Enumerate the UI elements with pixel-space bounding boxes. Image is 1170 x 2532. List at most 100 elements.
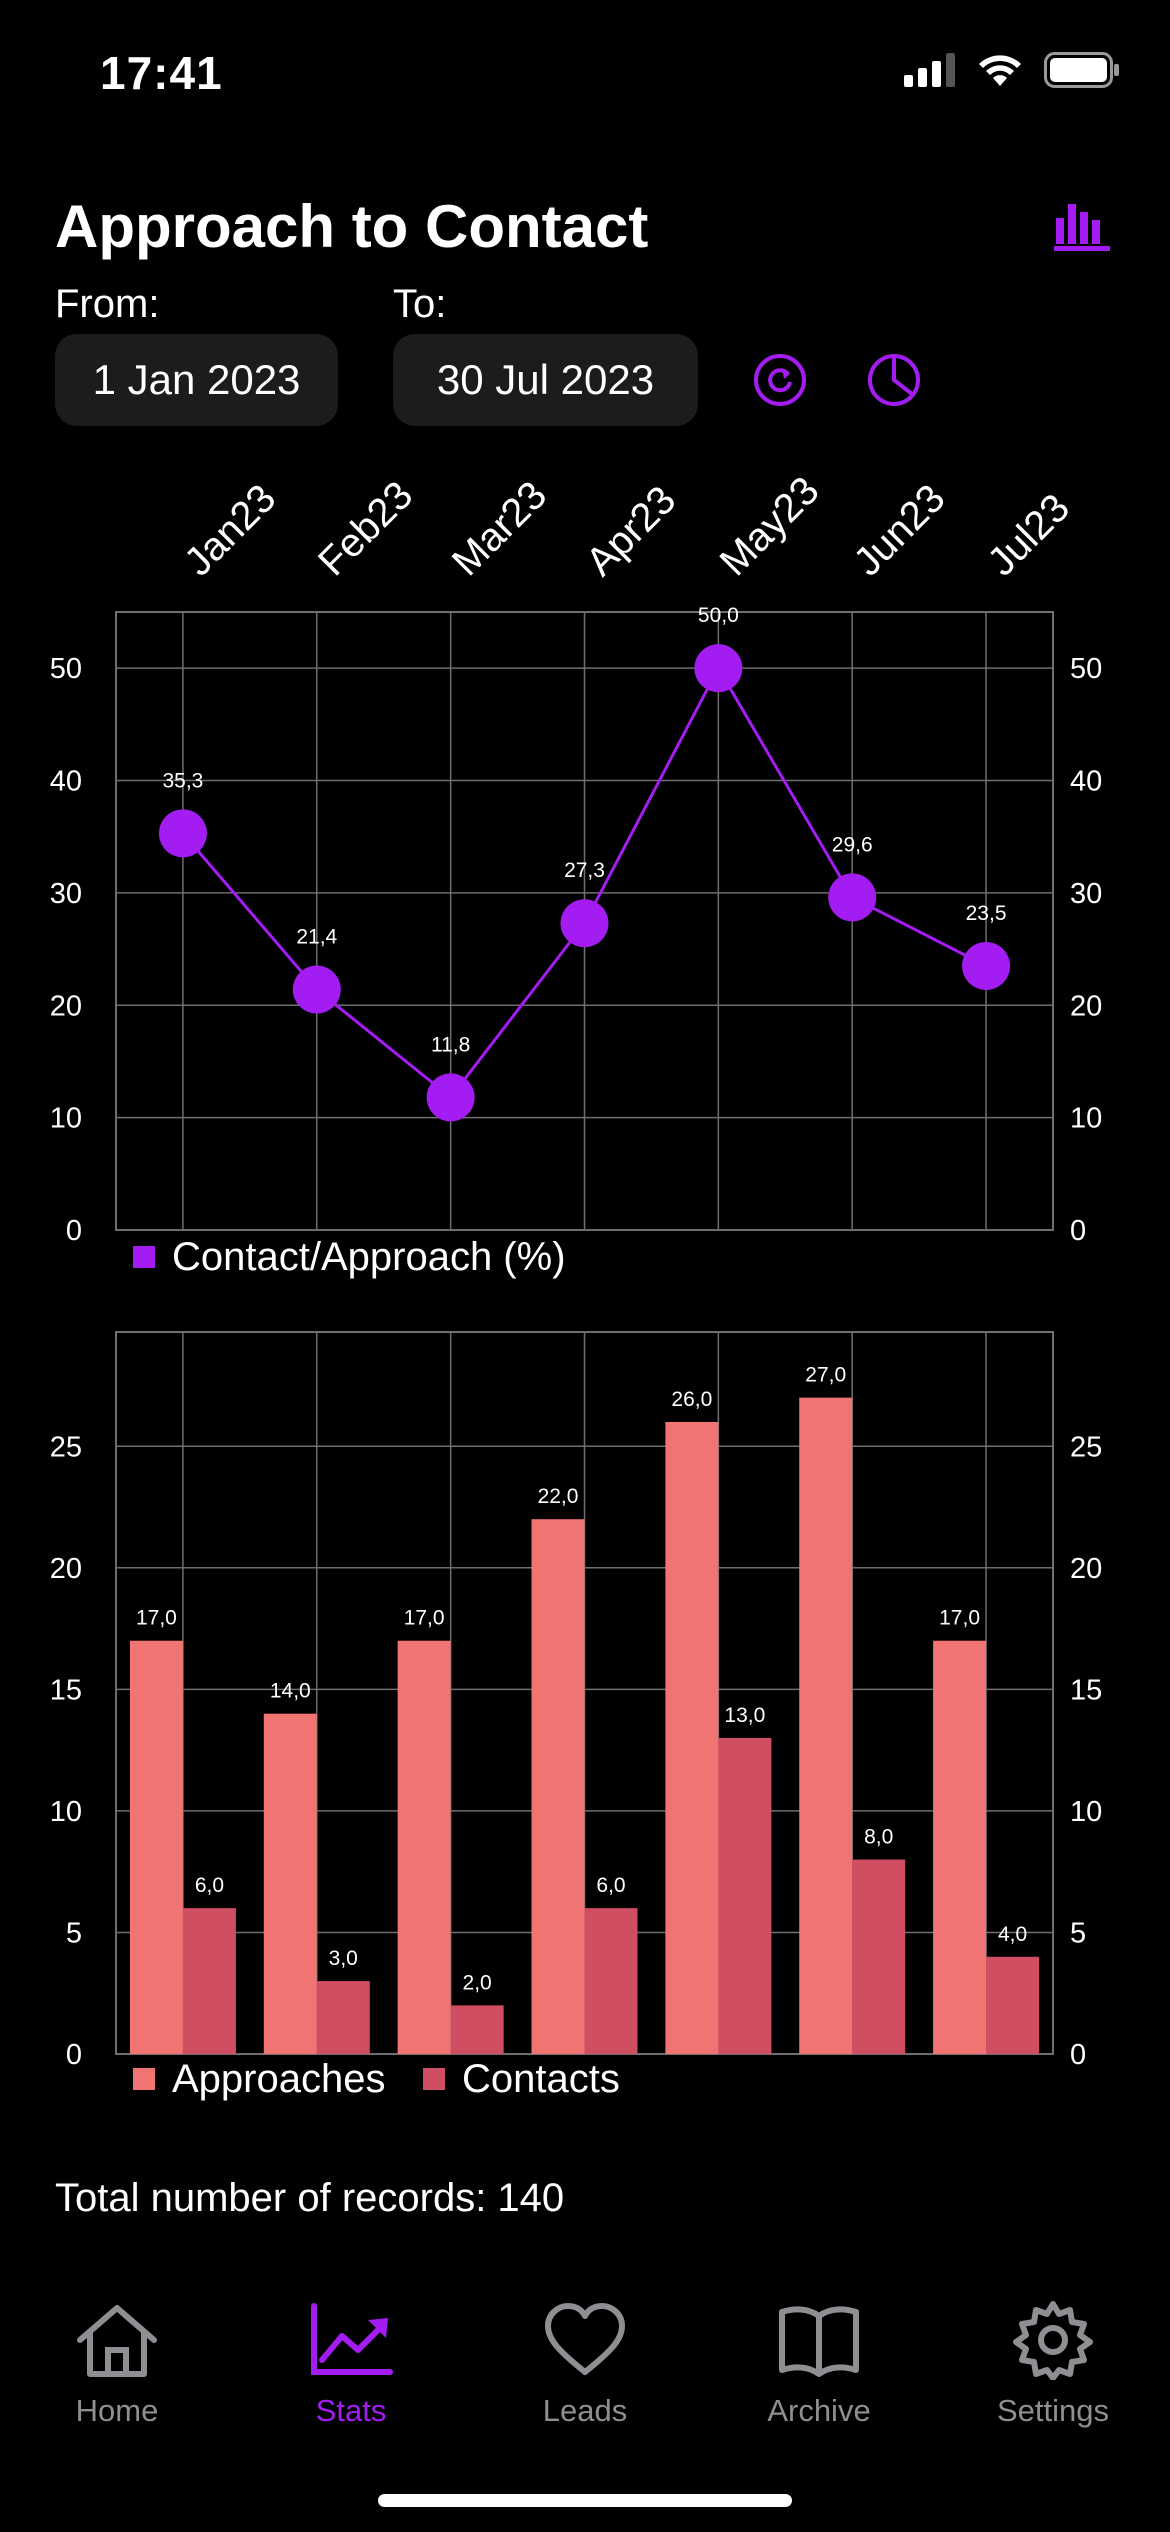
page-title: Approach to Contact [55,193,649,260]
book-icon [779,2306,859,2377]
data-label: 27,0 [805,1364,846,1387]
wifi-icon [979,55,1021,86]
line-chart-xtick: May23 [712,468,828,584]
legend-label-approaches: Approaches [172,2057,385,2101]
data-label: 6,0 [596,1874,625,1897]
tab-home-label: Home [75,2393,159,2428]
bar-chart-icon[interactable] [1054,200,1110,252]
refresh-icon[interactable] [752,352,808,408]
data-label: 17,0 [404,1607,445,1630]
gear-icon [1013,2301,1093,2381]
bar-chart-ytick-left: 20 [50,1553,82,1585]
bar-approaches [531,1519,585,2054]
bar-chart-ytick-left: 25 [50,1431,82,1463]
legend-swatch-approaches [133,2068,155,2090]
bar-contacts [182,1908,236,2054]
bar-contacts [986,1956,1040,2054]
data-point [426,1073,475,1122]
line-chart-ytick-right: 0 [1070,1215,1086,1247]
tab-leads[interactable]: Leads [468,2300,702,2460]
bar-chart-ytick-right: 0 [1070,2039,1086,2071]
bar-chart-ytick-left: 0 [66,2039,82,2071]
data-point [560,899,609,948]
home-indicator [378,2494,792,2507]
line-chart-ytick-right: 40 [1070,766,1102,798]
line-chart-ytick-left: 10 [50,1103,82,1135]
legend-label-contacts: Contacts [462,2057,620,2101]
line-chart-ytick-left: 20 [50,990,82,1022]
pie-chart-icon[interactable] [866,352,922,408]
bar-chart-ytick-left: 10 [50,1796,82,1828]
data-label: 50,0 [698,604,739,627]
tab-archive[interactable]: Archive [702,2300,936,2460]
data-label: 29,6 [832,833,873,856]
bar-chart-ytick-right: 5 [1070,1917,1086,1949]
data-label: 26,0 [671,1388,712,1411]
data-label: 17,0 [136,1607,177,1630]
bar-chart-ytick-left: 15 [50,1674,82,1706]
status-bar: 17:41 [0,0,1170,150]
tab-stats-label: Stats [315,2393,387,2428]
data-label: 27,3 [564,859,605,882]
tab-settings[interactable]: Settings [936,2300,1170,2460]
line-chart-xtick: Mar23 [444,473,555,584]
from-label: From: [55,282,160,326]
line-chart-ytick-right: 50 [1070,653,1102,685]
battery-icon [1044,52,1119,88]
line-chart-ytick-right: 30 [1070,878,1102,910]
line-chart-xtick: Jul23 [979,486,1078,585]
data-label: 35,3 [162,769,203,792]
status-time: 17:41 [100,47,223,99]
line-chart-ytick-right: 20 [1070,990,1102,1022]
data-label: 6,0 [195,1874,224,1897]
data-point [292,965,341,1014]
line-chart-xtick: Jun23 [845,476,953,584]
data-point [158,809,207,858]
cellular-signal-icon [904,53,955,87]
data-label: 11,8 [431,1033,470,1056]
line-chart-ytick-left: 40 [50,766,82,798]
chart-trend-icon [311,2303,393,2375]
line-chart-ytick-left: 0 [66,1215,82,1247]
bar-approaches [129,1640,183,2054]
tab-leads-label: Leads [542,2393,628,2428]
bar-contacts [316,1981,370,2054]
tab-stats[interactable]: Stats [234,2300,468,2460]
line-chart-xtick: Apr23 [578,478,685,585]
data-label: 2,0 [463,1971,492,1994]
bar-contacts [450,2005,504,2054]
line-chart-ytick-left: 50 [50,653,82,685]
data-label: 8,0 [864,1826,893,1849]
line-chart-ytick-right: 10 [1070,1103,1102,1135]
bar-chart-ytick-right: 10 [1070,1796,1102,1828]
data-label: 23,5 [966,902,1007,925]
legend-swatch-contacts [423,2068,445,2090]
data-label: 3,0 [329,1947,358,1970]
data-label: 22,0 [538,1485,579,1508]
to-label: To: [393,282,447,326]
data-point [828,873,877,922]
line-chart-xtick: Feb23 [310,473,421,584]
bar-chart-ytick-right: 20 [1070,1553,1102,1585]
data-point [962,941,1011,990]
tab-archive-label: Archive [767,2393,871,2428]
bar-contacts [718,1737,772,2054]
from-date-field[interactable]: 1 Jan 2023 [55,334,338,426]
status-icons [904,52,1120,88]
data-label: 21,4 [296,926,337,949]
tab-settings-label: Settings [996,2393,1109,2428]
bar-contacts [852,1859,906,2054]
data-label: 14,0 [270,1680,311,1703]
line-chart-ytick-left: 30 [50,878,82,910]
data-label: 4,0 [998,1923,1027,1946]
to-date-field[interactable]: 30 Jul 2023 [393,334,698,426]
bar-chart-ytick-right: 25 [1070,1431,1102,1463]
bar-chart-ytick-right: 15 [1070,1674,1102,1706]
bar-approaches [665,1421,719,2054]
tab-bar: Home Stats Leads Archive Settings [0,2280,1170,2532]
tab-home[interactable]: Home [0,2300,234,2460]
data-label: 13,0 [724,1704,765,1727]
bar-chart-ytick-left: 5 [66,1917,82,1949]
house-icon [77,2305,157,2377]
bar-approaches [799,1397,853,2054]
